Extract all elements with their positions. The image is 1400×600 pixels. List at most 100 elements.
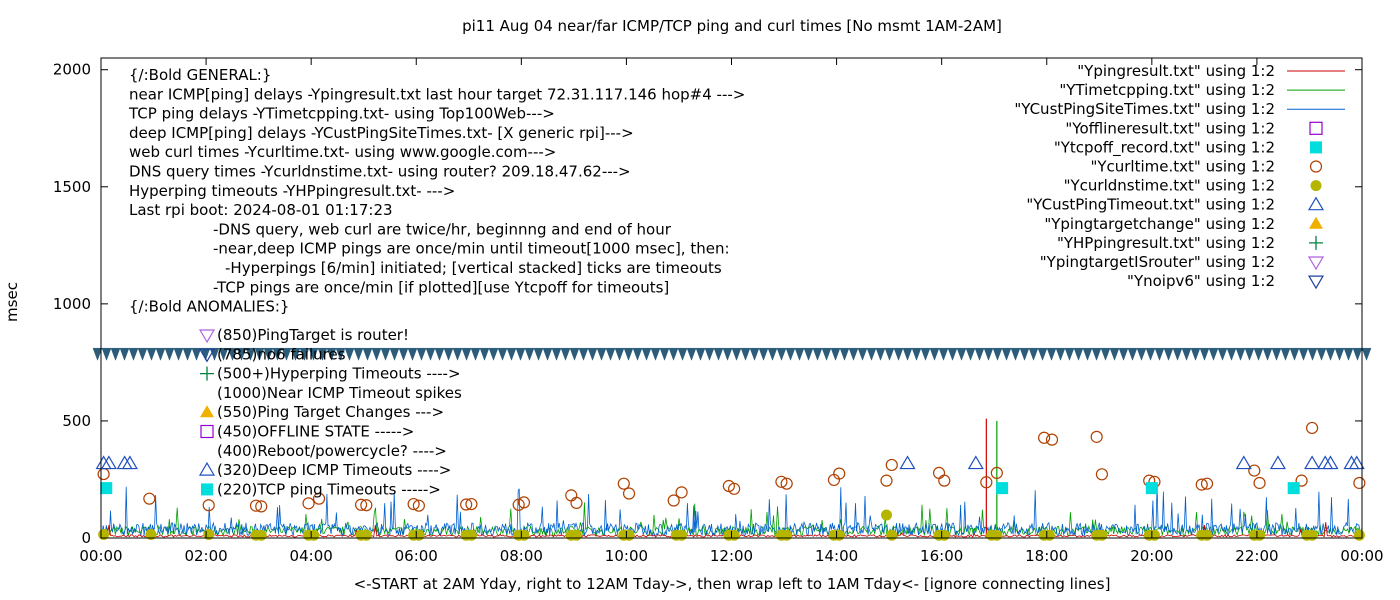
y-tick-label: 2000 [53, 61, 91, 79]
noipv6-marker [1235, 347, 1246, 361]
noipv6-marker [668, 347, 679, 361]
noipv6-marker [695, 347, 706, 361]
noipv6-marker [1352, 347, 1363, 361]
data-point [622, 487, 636, 500]
noipv6-marker [1181, 347, 1192, 361]
info-line: -TCP pings are once/min [if plotted][use… [213, 278, 669, 296]
noipv6-marker [1073, 347, 1084, 361]
noipv6-marker [326, 347, 337, 361]
noipv6-marker [677, 347, 688, 361]
data-point [990, 466, 1003, 480]
noipv6-marker [893, 347, 904, 361]
noipv6-marker [875, 347, 886, 361]
noipv6-marker [704, 347, 715, 361]
noipv6-marker [479, 347, 490, 361]
legend-swatch [1307, 196, 1325, 211]
noipv6-marker [632, 347, 643, 361]
noipv6-marker [308, 347, 319, 361]
noipv6-marker [542, 347, 553, 361]
noipv6-marker [92, 347, 103, 361]
info-line: TCP ping delays -YTimetcpping.txt- using… [128, 105, 555, 123]
data-point [354, 498, 368, 511]
legend-swatch [1310, 180, 1322, 192]
data-point [571, 529, 583, 541]
data-point [1195, 478, 1208, 491]
noipv6-marker [1280, 347, 1291, 361]
data-point [465, 529, 477, 541]
noipv6-marker [992, 347, 1003, 361]
noipv6-marker [1010, 347, 1021, 361]
noipv6-marker [974, 347, 985, 361]
data-point [100, 482, 113, 495]
info-line: deep ICMP[ping] delays -YCustPingSiteTim… [129, 124, 634, 142]
noipv6-marker [1154, 347, 1165, 361]
chart-title: pi11 Aug 04 near/far ICMP/TCP ping and c… [462, 17, 1002, 35]
x-tick-label: 00:00 [79, 547, 122, 565]
info-line: Last rpi boot: 2024-08-01 01:17:23 [129, 201, 393, 219]
legend-label: "YCustPingSiteTimes.txt" using 1:2 [1014, 100, 1275, 118]
noipv6-marker [317, 347, 328, 361]
y-tick-label: 0 [81, 529, 91, 547]
data-point [1353, 529, 1365, 541]
data-point [1200, 477, 1214, 490]
legend-label: "YpingtargetISrouter" using 1:2 [1040, 253, 1275, 271]
noipv6-marker [236, 347, 247, 361]
legend-label: "YCustPingTimeout.txt" using 1:2 [1026, 196, 1275, 214]
data-point [413, 529, 425, 541]
y-tick-label: 1500 [53, 178, 91, 196]
data-point [565, 489, 578, 502]
data-point [1096, 529, 1108, 541]
data-point [121, 455, 138, 470]
noipv6-marker [848, 347, 859, 361]
noipv6-marker [965, 347, 976, 361]
noipv6-marker [884, 347, 895, 361]
noipv6-marker [1262, 347, 1273, 361]
noipv6-marker [272, 347, 283, 361]
legend-label: "YHPpingresult.txt" using 1:2 [1057, 234, 1275, 252]
noipv6-marker [407, 347, 418, 361]
anomaly-marker [200, 366, 214, 381]
noipv6-marker [758, 347, 769, 361]
noipv6-marker [1046, 347, 1057, 361]
noipv6-marker [713, 347, 724, 361]
data-point [1045, 433, 1059, 446]
noipv6-marker [1091, 347, 1102, 361]
noipv6-marker [173, 347, 184, 361]
noipv6-marker [119, 347, 130, 361]
data-point [312, 492, 326, 505]
noipv6-marker [803, 347, 814, 361]
info-line: near ICMP[ping] delays -Ypingresult.txt … [129, 85, 745, 103]
data-point [1235, 455, 1252, 470]
data-point [255, 529, 267, 541]
noipv6-marker [191, 347, 202, 361]
noipv6-marker [623, 347, 634, 361]
noipv6-marker [785, 347, 796, 361]
anomaly-marker [198, 461, 216, 476]
noipv6-marker [1037, 347, 1048, 361]
data-point [833, 467, 846, 480]
noipv6-marker [344, 347, 355, 361]
legend-label: "YTimetcpping.txt" using 1:2 [1059, 81, 1275, 99]
data-point [407, 497, 420, 511]
data-point [517, 496, 531, 509]
data-point [886, 529, 898, 541]
data-point [781, 529, 793, 541]
x-tick-label: 10:00 [605, 547, 648, 565]
info-text-block: {/:Bold GENERAL:}near ICMP[ping] delays … [128, 66, 745, 498]
noipv6-marker [1118, 347, 1129, 361]
legend-label: "Ycurldnstime.txt" using 1:2 [1064, 177, 1275, 195]
data-point [932, 466, 946, 480]
legend-label: "Ypingresult.txt" using 1:2 [1077, 62, 1275, 80]
noipv6-marker [1208, 347, 1219, 361]
data-point [1090, 430, 1103, 443]
noipv6-marker [596, 347, 607, 361]
noipv6-marker [416, 347, 427, 361]
noipv6-marker [1100, 347, 1111, 361]
anomaly-marker [198, 329, 216, 344]
noipv6-marker [1289, 347, 1300, 361]
data-point [1201, 529, 1213, 541]
data-point [360, 529, 372, 541]
noipv6-marker [299, 347, 310, 361]
noipv6-marker [641, 347, 652, 361]
